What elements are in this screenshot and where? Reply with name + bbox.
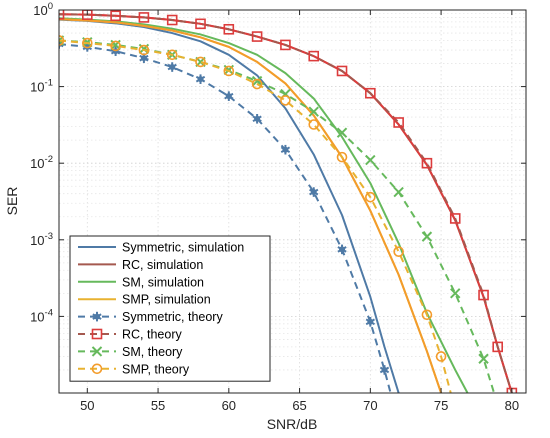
data-point: [492, 341, 503, 353]
data-point: [393, 246, 404, 257]
x-tick-label: 50: [80, 398, 94, 413]
x-tick-label: 75: [434, 398, 448, 413]
data-point: [251, 31, 263, 42]
legend-box: [69, 235, 271, 382]
data-point: [223, 23, 235, 35]
data-point: [308, 50, 320, 62]
data-point: [166, 14, 178, 26]
legend-label: SMP, theory: [122, 362, 190, 376]
x-tick-label: 60: [222, 398, 236, 413]
data-point: [280, 95, 291, 106]
legend-label: SMP, simulation: [122, 293, 211, 307]
data-point: [365, 87, 376, 99]
data-point: [280, 39, 291, 51]
legend-label: Symmetric, theory: [122, 310, 223, 324]
data-point: [59, 35, 65, 46]
legend-label: Symmetric, simulation: [122, 241, 244, 255]
legend-entry: RC, theory: [78, 328, 182, 342]
data-point: [195, 56, 206, 68]
data-point: [336, 151, 348, 163]
data-point: [421, 157, 433, 169]
plot-frame: [58, 9, 527, 394]
data-point: [110, 10, 121, 22]
data-point: [251, 75, 263, 87]
data-point: [251, 78, 263, 90]
axes-layer: 50 55 60 65 70 75 80 10-4 10-3 10-2 10-1 100: [30, 1, 526, 413]
series-sm-simulation: [59, 17, 469, 393]
data-point: [308, 106, 319, 117]
data-point: [336, 65, 348, 77]
data-point: [421, 309, 433, 321]
series-line: [59, 39, 452, 393]
data-point: [252, 113, 262, 124]
data-point: [435, 351, 447, 362]
legend-label: SM, theory: [122, 345, 183, 359]
legend: Symmetric, simulation RC, simulation SM, s…: [69, 235, 271, 382]
legend-label: RC, theory: [122, 328, 182, 342]
data-point: [365, 154, 376, 166]
legend-marker: [91, 363, 103, 375]
data-point: [449, 213, 461, 224]
data-point: [309, 187, 319, 197]
data-point: [280, 144, 291, 155]
x-tick-label: 80: [505, 398, 519, 413]
legend-entry: Symmetric, simulation: [78, 241, 244, 255]
data-point: [365, 317, 375, 327]
series-line: [59, 42, 392, 393]
y-tick-label: 10-3: [30, 231, 53, 248]
x-tick-label: 55: [151, 398, 165, 413]
y-tick-label: 100: [33, 1, 53, 18]
legend-entry: RC, simulation: [78, 258, 203, 272]
series-smp-theory: [59, 35, 452, 393]
series-line: [59, 13, 513, 393]
data-point: [59, 10, 65, 20]
y-axis-label: SER: [4, 187, 20, 216]
data-point: [478, 289, 489, 301]
data-point: [195, 74, 206, 84]
legend-label: SM, simulation: [122, 275, 204, 289]
data-point: [224, 91, 234, 101]
series-layer: [59, 10, 518, 393]
legend-marker: [91, 328, 103, 340]
legend-entry: SM, theory: [78, 345, 183, 359]
data-point: [365, 191, 376, 203]
series-line: [59, 17, 469, 393]
data-point: [379, 365, 390, 375]
legend-entry: SMP, simulation: [78, 293, 211, 307]
data-point: [450, 288, 461, 299]
data-point: [167, 62, 177, 72]
data-point: [138, 12, 150, 23]
legend-entry: Symmetric, theory: [78, 310, 223, 324]
x-axis-label: SNR/dB: [267, 416, 318, 432]
data-point: [478, 353, 489, 364]
data-point: [139, 53, 149, 63]
data-point: [195, 18, 206, 30]
data-point: [138, 44, 150, 56]
series-line-overlay: [59, 18, 443, 393]
x-tick-label: 70: [363, 398, 377, 413]
y-tick-label: 10-1: [30, 78, 53, 95]
data-point: [308, 119, 320, 130]
y-tick-label: 10-4: [30, 307, 53, 324]
series-smp-simulation: [59, 18, 443, 393]
data-point: [393, 186, 404, 198]
x-tick-label: 65: [292, 398, 306, 413]
legend-marker: [92, 311, 102, 322]
series-rc-theory: [59, 10, 518, 393]
legend-entry: SM, simulation: [78, 275, 204, 289]
data-point: [337, 244, 347, 255]
series-symmetric-theory: [59, 39, 392, 393]
legend-entry: SMP, theory: [78, 362, 190, 376]
legend-marker: [91, 346, 103, 357]
data-point: [223, 65, 235, 77]
data-point: [393, 117, 404, 128]
data-point: [82, 37, 93, 49]
legend-label: RC, simulation: [122, 258, 203, 272]
data-point: [166, 49, 178, 61]
data-point: [336, 127, 348, 138]
data-point: [110, 40, 121, 52]
data-point: [421, 231, 433, 242]
y-tick-label: 10-2: [30, 154, 53, 171]
